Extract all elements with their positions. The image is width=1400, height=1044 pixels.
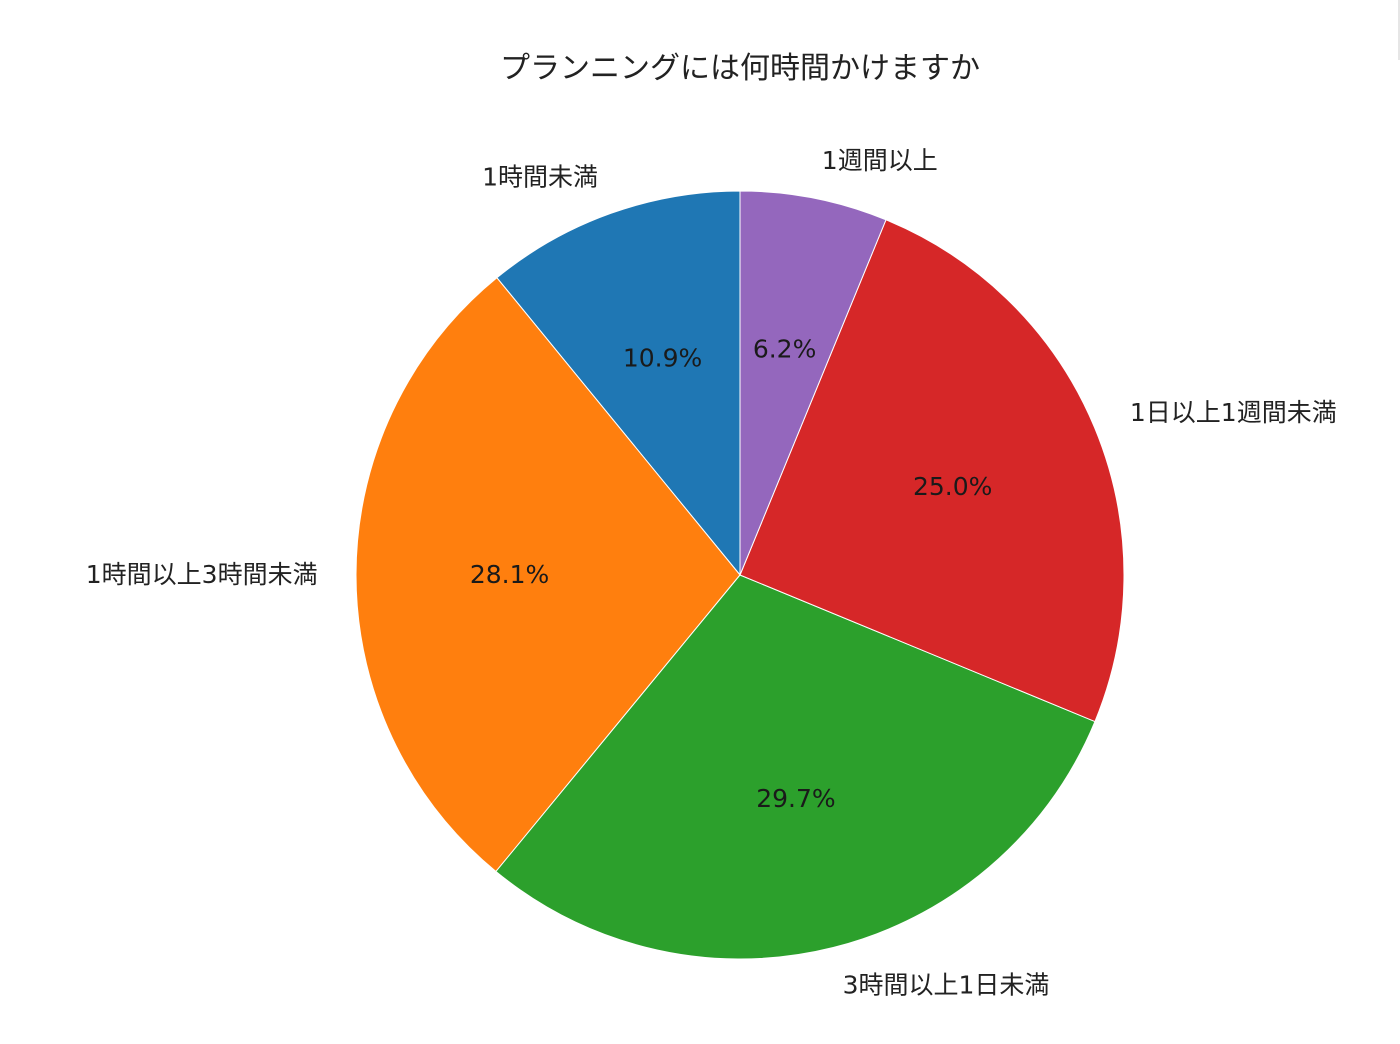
pie-slices	[355, 190, 1125, 960]
slice-4-percent-label: 25.0%	[913, 472, 992, 501]
slice-4-wedge	[739, 219, 1125, 723]
slice-3-category-label: 3時間以上1日未満	[843, 970, 1050, 999]
slice-3-wedge	[495, 574, 1096, 960]
slice-2-percent-label: 28.1%	[470, 560, 549, 589]
slice-2-category-label: 1時間以上3時間未満	[86, 560, 318, 589]
slice-5-wedge	[739, 190, 887, 576]
slice-1-percent-label: 10.9%	[623, 344, 702, 373]
slice-5-category-label: 1週間以上	[822, 146, 938, 175]
slice-category-labels: 1時間未満 1時間以上3時間未満 3時間以上1日未満 1日以上1週間未満 1週間以上	[86, 146, 1337, 999]
percentage-labels: 10.9% 28.1% 29.7% 25.0% 6.2%	[470, 335, 993, 814]
slice-3-percent-label: 29.7%	[756, 784, 835, 813]
chart-title: プランニングには何時間かけますか	[500, 51, 980, 86]
window-edge-divider	[1398, 0, 1400, 60]
slice-1-wedge	[496, 190, 741, 577]
slice-5-percent-label: 6.2%	[753, 335, 817, 364]
slice-2-wedge	[355, 277, 741, 873]
slice-4-category-label: 1日以上1週間未満	[1130, 398, 1337, 427]
slice-1-category-label: 1時間未満	[482, 163, 598, 192]
